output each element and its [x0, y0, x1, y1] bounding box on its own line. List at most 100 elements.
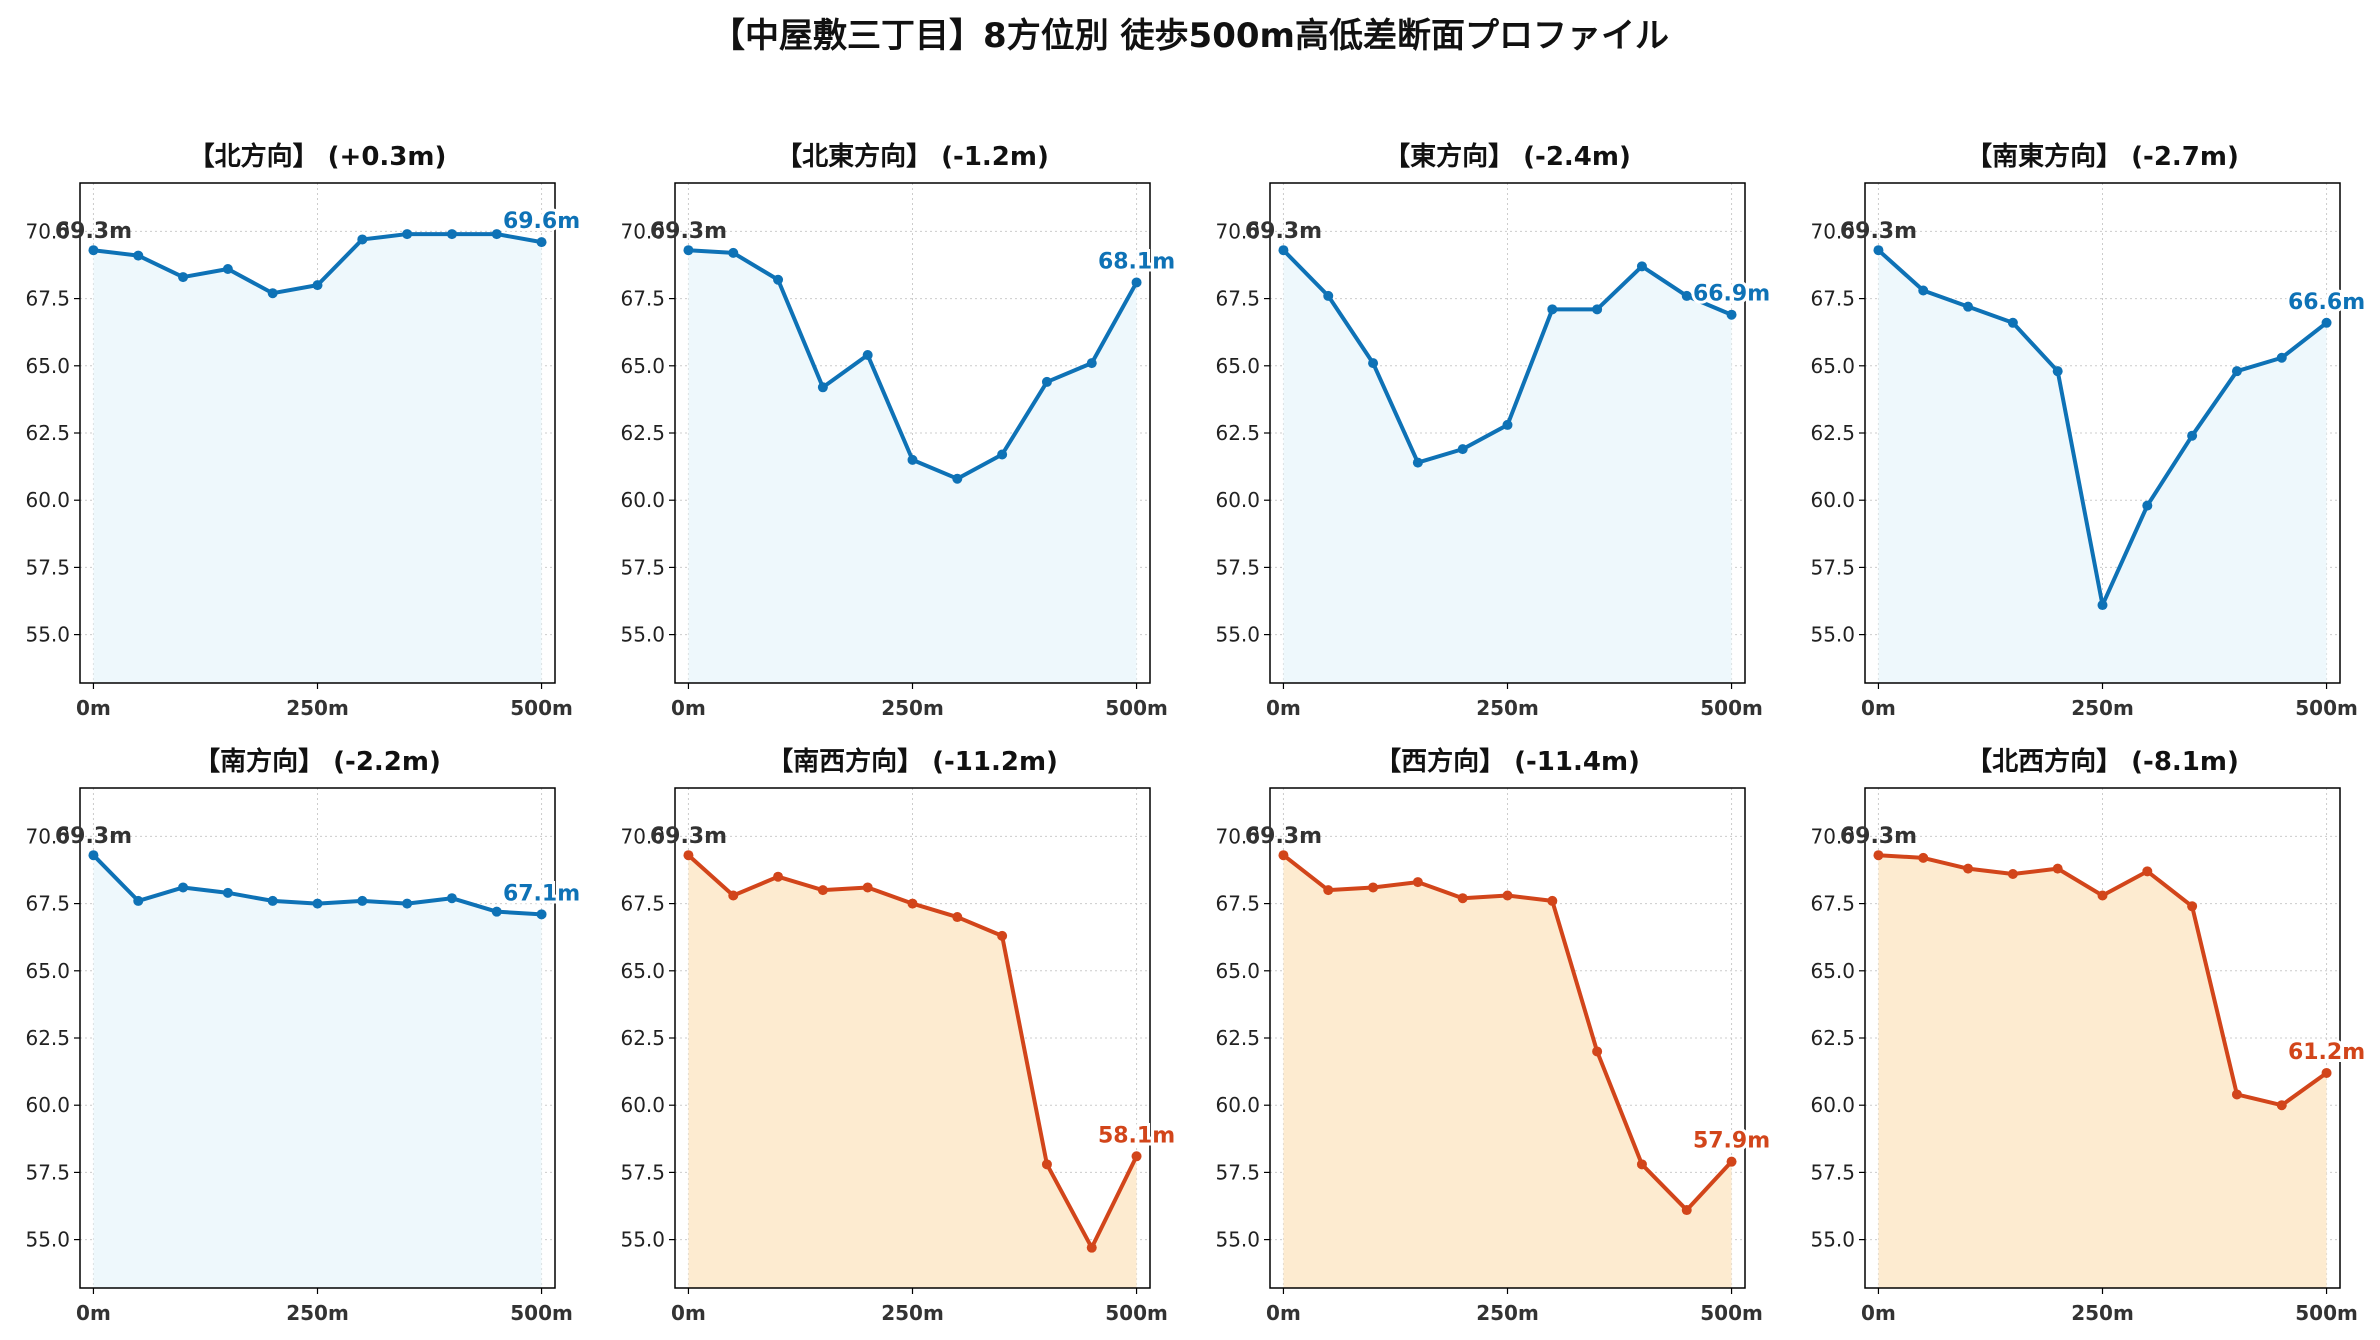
data-point	[1918, 285, 1929, 296]
y-tick-label: 65.0	[1810, 354, 1855, 378]
data-point	[2052, 863, 2063, 874]
data-point	[536, 237, 547, 248]
y-tick-label: 57.5	[25, 555, 70, 579]
start-value-label: 69.3m	[650, 824, 727, 849]
y-tick-label: 62.5	[1215, 421, 1260, 445]
y-tick-label: 55.0	[25, 623, 70, 647]
y-tick-label: 65.0	[1215, 354, 1260, 378]
data-point	[402, 229, 413, 240]
data-point	[402, 898, 413, 909]
data-point	[952, 473, 963, 484]
x-tick-label: 500m	[510, 1301, 573, 1325]
data-point	[536, 909, 547, 920]
y-tick-label: 62.5	[1810, 1026, 1855, 1050]
y-tick-label: 70.0	[1810, 219, 1855, 243]
y-tick-label: 65.0	[620, 959, 665, 983]
data-point	[312, 280, 323, 291]
y-tick-label: 60.0	[25, 488, 70, 512]
data-point	[267, 895, 278, 906]
data-point	[773, 274, 784, 285]
y-tick-label: 67.5	[25, 287, 70, 311]
chart-panel: 【南東方向】 (-2.7m) 55.0 57.5 60.0 62.5 65.0 67.5 70…	[1810, 141, 2368, 720]
data-point	[491, 229, 502, 240]
data-point	[2231, 366, 2242, 377]
data-point	[178, 272, 189, 283]
y-tick-label: 60.0	[25, 1093, 70, 1117]
area-fill	[688, 250, 1137, 684]
y-tick-label: 57.5	[1810, 555, 1855, 579]
data-point	[1041, 1159, 1052, 1170]
data-point	[1412, 877, 1423, 888]
subplot-title: 【北方向】 (+0.3m)	[189, 141, 447, 172]
subplot-title: 【北東方向】 (-1.2m)	[776, 141, 1049, 172]
data-point	[907, 454, 918, 465]
end-value-label: 61.2m	[2288, 1040, 2365, 1065]
data-point	[1681, 1205, 1692, 1216]
y-tick-label: 62.5	[620, 421, 665, 445]
data-point	[2052, 366, 2063, 377]
data-point	[1131, 1151, 1142, 1162]
x-tick-label: 250m	[881, 1301, 944, 1325]
data-point	[817, 885, 828, 896]
x-tick-label: 0m	[76, 696, 111, 720]
y-tick-label: 65.0	[620, 354, 665, 378]
x-tick-label: 0m	[76, 1301, 111, 1325]
area-fill	[1283, 855, 1732, 1288]
data-point	[1457, 893, 1468, 904]
y-tick-label: 60.0	[620, 488, 665, 512]
data-point	[446, 893, 457, 904]
data-point	[1368, 358, 1379, 369]
y-tick-label: 55.0	[1215, 623, 1260, 647]
y-tick-label: 55.0	[25, 1228, 70, 1252]
subplot-title: 【南東方向】 (-2.7m)	[1966, 141, 2239, 172]
x-tick-label: 250m	[881, 696, 944, 720]
chart-panel: 【北方向】 (+0.3m) 55.0 57.5 60.0 62.5 65.0 67.5 70.…	[25, 141, 583, 720]
data-point	[683, 245, 694, 256]
data-point	[312, 898, 323, 909]
y-tick-label: 62.5	[25, 421, 70, 445]
data-point	[773, 871, 784, 882]
data-point	[446, 229, 457, 240]
end-value-label: 66.6m	[2288, 290, 2365, 315]
data-point	[222, 887, 233, 898]
data-point	[728, 890, 739, 901]
end-value-label: 68.1m	[1098, 249, 1175, 274]
data-point	[2097, 600, 2108, 611]
data-point	[1278, 850, 1289, 861]
data-point	[1323, 290, 1334, 301]
subplot-title: 【南方向】 (-2.2m)	[194, 746, 441, 777]
data-point	[1963, 301, 1974, 312]
chart-panel: 【西方向】 (-11.4m) 55.0 57.5 60.0 62.5 65.0 67.5 70…	[1215, 746, 1773, 1325]
data-point	[1726, 1156, 1737, 1167]
x-tick-label: 250m	[286, 1301, 349, 1325]
data-point	[357, 895, 368, 906]
data-point	[1457, 444, 1468, 455]
y-tick-label: 55.0	[1810, 1228, 1855, 1252]
x-tick-label: 500m	[510, 696, 573, 720]
x-tick-label: 250m	[1476, 1301, 1539, 1325]
x-tick-label: 0m	[1266, 1301, 1301, 1325]
x-tick-label: 0m	[1266, 696, 1301, 720]
y-tick-label: 65.0	[1215, 959, 1260, 983]
data-point	[2007, 317, 2018, 328]
data-point	[1547, 304, 1558, 315]
x-tick-label: 0m	[1861, 1301, 1896, 1325]
data-point	[1278, 245, 1289, 256]
y-tick-label: 60.0	[1810, 488, 1855, 512]
y-tick-label: 62.5	[25, 1026, 70, 1050]
data-point	[1592, 304, 1603, 315]
data-point	[817, 382, 828, 393]
data-point	[222, 264, 233, 275]
data-point	[1502, 890, 1513, 901]
y-tick-label: 67.5	[620, 287, 665, 311]
x-tick-label: 250m	[2071, 696, 2134, 720]
data-point	[491, 906, 502, 917]
chart-panel: 【北東方向】 (-1.2m) 55.0 57.5 60.0 62.5 65.0 67.5 70…	[620, 141, 1178, 720]
y-tick-label: 70.0	[1810, 824, 1855, 848]
y-tick-label: 67.5	[1215, 287, 1260, 311]
y-tick-label: 62.5	[620, 1026, 665, 1050]
y-tick-label: 57.5	[1810, 1160, 1855, 1184]
data-point	[1963, 863, 1974, 874]
